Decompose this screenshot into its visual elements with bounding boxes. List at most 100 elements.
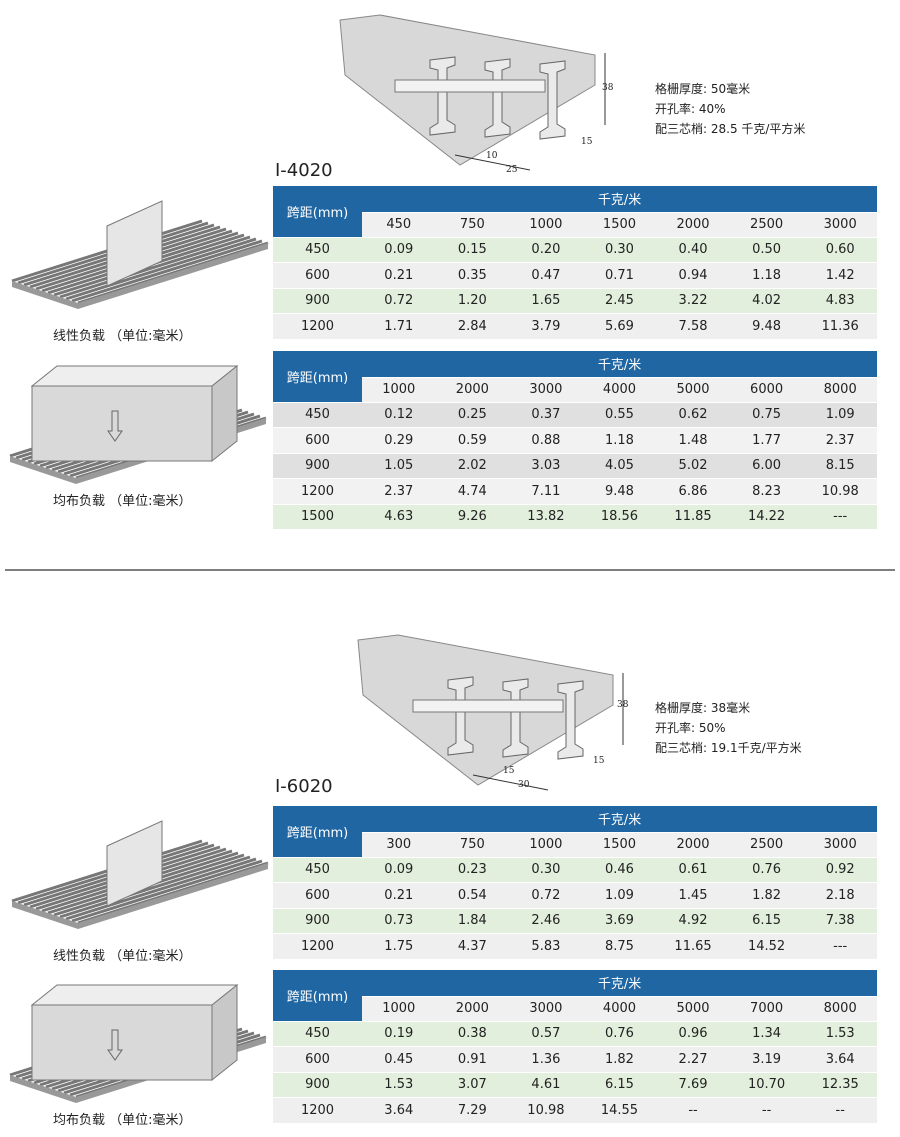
data-row: 900 1.53 3.07 4.61 6.15 7.69 10.70 12.35: [273, 1072, 878, 1098]
cell: 4.37: [435, 933, 510, 960]
cell: 4.61: [509, 1072, 583, 1098]
unit-header: 千克/米: [362, 806, 878, 833]
column-header: 1500: [582, 832, 657, 858]
header-row: 跨距(mm) 千克/米: [273, 970, 878, 1022]
cell: 0.71: [582, 262, 657, 289]
product-title: I-4020: [275, 160, 333, 181]
load-table: 跨距(mm) 千克/米 1000 2000 3000 4000 5000 6000 8000 45…: [273, 351, 878, 530]
cell: 2.37: [803, 427, 878, 454]
cell: 0.73: [362, 908, 436, 934]
load-table: 跨距(mm) 千克/米 300 750 1000 1500 2000 2500 3000 450 0…: [273, 806, 878, 960]
product-title: I-6020: [275, 776, 333, 797]
row-header: 450: [273, 237, 362, 263]
column-header: 750: [435, 832, 510, 858]
cell: 3.64: [803, 1046, 878, 1073]
cell: 7.38: [803, 908, 878, 934]
cell: 0.30: [582, 237, 657, 263]
cell: 0.59: [435, 427, 510, 454]
cell: 0.75: [729, 402, 804, 428]
cell: 10.70: [729, 1072, 804, 1098]
data-row: 600 0.21 0.54 0.72 1.09 1.45 1.82 2.18: [273, 882, 878, 909]
i-beam: [539, 60, 566, 140]
data-row: 1200 2.37 4.74 7.11 9.48 6.86 8.23 10.98: [273, 478, 878, 505]
i-beam: [447, 676, 474, 756]
cell: --: [803, 1097, 878, 1124]
dim-line: [454, 154, 531, 171]
row-header: 450: [273, 1021, 362, 1047]
unit-header: 千克/米: [362, 186, 878, 213]
load-plate: [106, 820, 163, 907]
row-header: 600: [273, 882, 362, 909]
cell: 7.69: [656, 1072, 730, 1098]
load-caption: 线性负载 （单位:毫米）: [53, 949, 192, 964]
column-header: 2000: [656, 212, 730, 238]
cell: 0.09: [362, 857, 436, 883]
i-beam: [557, 680, 584, 760]
cell: 1.82: [729, 882, 804, 909]
column-header: 1000: [509, 832, 583, 858]
cell: 2.37: [362, 478, 436, 505]
cell: 0.37: [509, 402, 583, 428]
cell: 11.65: [656, 933, 730, 960]
grating-bar: [59, 855, 251, 919]
row-header: 900: [273, 453, 362, 479]
i-beam: [484, 58, 511, 138]
spec-line: 配三芯梢: 19.1千克/平方米: [655, 741, 802, 755]
grating-bar: [65, 857, 257, 921]
data-row: 900 0.72 1.20 1.65 2.45 3.22 4.02 4.83: [273, 288, 878, 314]
column-header: 5000: [656, 377, 730, 403]
i-beam: [429, 56, 456, 136]
column-header: 4000: [582, 996, 657, 1022]
column-header: 1500: [582, 212, 657, 238]
data-row: 450 0.12 0.25 0.37 0.55 0.62 0.75 1.09: [273, 402, 878, 428]
cell: 7.11: [509, 478, 583, 505]
cell: 0.50: [729, 237, 804, 263]
column-header: 6000: [729, 377, 804, 403]
column-header: 3000: [509, 377, 583, 403]
cell: 0.88: [509, 427, 583, 454]
span-header: 跨距(mm): [273, 351, 362, 403]
load-table: 跨距(mm) 千克/米 450 750 1000 1500 2000 2500 3000 450 0…: [273, 186, 878, 340]
cell: ---: [803, 504, 878, 530]
cell: 0.29: [362, 427, 436, 454]
column-header-row: 300 750 1000 1500 2000 2500 3000: [273, 832, 878, 858]
grating-bar: [59, 235, 251, 299]
cell: 4.83: [803, 288, 878, 314]
rod: [394, 79, 546, 93]
data-row: 1200 3.64 7.29 10.98 14.55 -- -- --: [273, 1097, 878, 1124]
cell: 12.35: [803, 1072, 878, 1098]
cell: 1.84: [435, 908, 510, 934]
cell: 1.42: [803, 262, 878, 289]
cell: 0.72: [509, 882, 583, 909]
cell: 0.30: [509, 857, 583, 883]
column-header: 2500: [729, 832, 804, 858]
cell: 0.96: [656, 1021, 730, 1047]
cell: 6.15: [729, 908, 804, 934]
cell: 1.53: [362, 1072, 436, 1098]
row-header: 1500: [273, 504, 362, 530]
cell: 0.91: [435, 1046, 510, 1073]
cell: 4.74: [435, 478, 510, 505]
cell: 2.18: [803, 882, 878, 909]
cell: 0.15: [435, 237, 510, 263]
row-header: 900: [273, 288, 362, 314]
cell: 0.38: [435, 1021, 510, 1047]
cell: 0.12: [362, 402, 436, 428]
span-header: 跨距(mm): [273, 186, 362, 238]
cell: 2.84: [435, 313, 510, 340]
column-header: 2000: [435, 377, 510, 403]
cell: 5.02: [656, 453, 730, 479]
cell: 1.20: [435, 288, 510, 314]
cell: 0.94: [656, 262, 730, 289]
load-box-side: [31, 1004, 213, 1081]
cell: 1.77: [729, 427, 804, 454]
load-box-side: [31, 385, 213, 462]
row-header: 900: [273, 1072, 362, 1098]
cell: 2.27: [656, 1046, 730, 1073]
cell: 0.46: [582, 857, 657, 883]
cell: 1.71: [362, 313, 436, 340]
spec-line: 格栅厚度: 50毫米: [655, 82, 751, 96]
cell: 3.07: [435, 1072, 510, 1098]
row-header: 450: [273, 857, 362, 883]
